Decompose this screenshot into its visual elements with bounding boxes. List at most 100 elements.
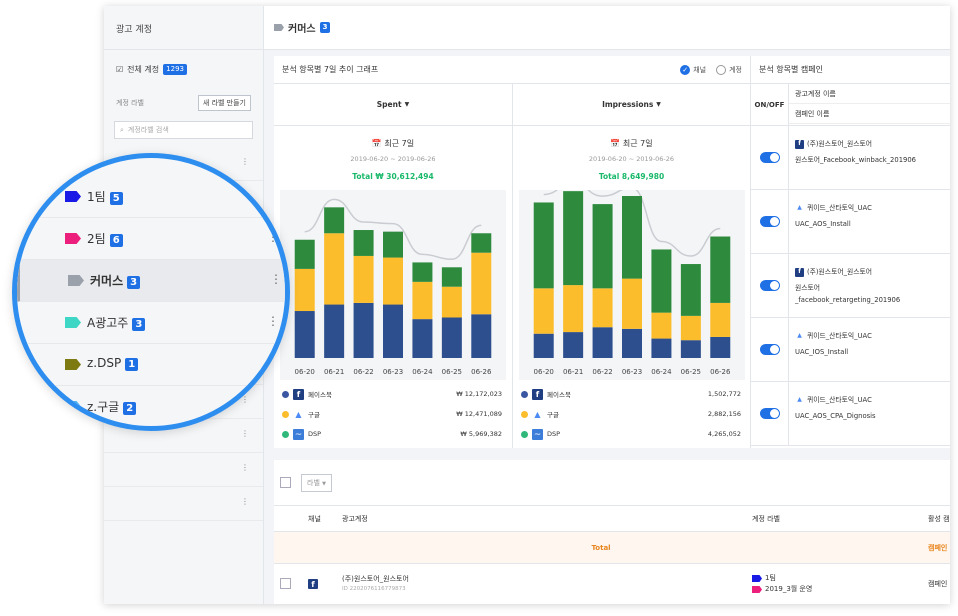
row-active: 캠페인 bbox=[928, 580, 948, 588]
x-tick-label: 06-25 bbox=[442, 368, 462, 376]
more-icon[interactable]: ⋮ bbox=[267, 230, 279, 244]
facebook-icon: f bbox=[293, 388, 304, 400]
label-item[interactable]: 커머스 3 ⋮ bbox=[17, 260, 285, 302]
account-table: 라벨 ▼ 채널 광고계정 계정 라벨 활성 캠 Total 캠페인 f (주)원… bbox=[274, 460, 950, 604]
spent-legend: f 페이스북 ₩ 12,172,023 ▲ 구글 ₩ 12,471,089 ⁓ … bbox=[280, 384, 506, 444]
label-tag-icon bbox=[65, 359, 81, 370]
more-icon[interactable]: ⋮ bbox=[241, 497, 249, 506]
total-row: Total 캠페인 bbox=[274, 532, 950, 564]
metric-dropdown[interactable]: Impressions ▼ bbox=[513, 84, 750, 126]
total-active: 캠페인 bbox=[928, 543, 948, 552]
radio-channel[interactable]: ✓ 채널 bbox=[680, 64, 706, 75]
label-text: z.구글 bbox=[87, 400, 120, 414]
label-count: 5 bbox=[109, 192, 123, 205]
new-label-button[interactable]: 새 라벨 만들기 bbox=[197, 95, 251, 111]
caret-down-icon: ▼ bbox=[404, 101, 410, 108]
metric-dropdown[interactable]: Spent ▼ bbox=[274, 84, 512, 126]
col-label: 계정 라벨 bbox=[752, 514, 780, 523]
more-icon[interactable]: ⋮ bbox=[241, 463, 249, 472]
trend-graph-panel: 분석 항목별 7일 추이 그래프 ✓ 채널 계정 Spent ▼ 📅 최근 7일… bbox=[274, 56, 750, 448]
col-active: 활성 캠 bbox=[928, 514, 950, 523]
bar-segment bbox=[324, 304, 345, 358]
label-item[interactable]: 2팀 6 ⋮ bbox=[17, 218, 285, 260]
campaign-name[interactable]: UAC_AOS_Install bbox=[795, 220, 851, 228]
campaign-panel: 분석 항목별 캠페인 ON/OFF 광고계정 이름 캠페인 이름 f (주)원스토… bbox=[750, 56, 950, 448]
label-item[interactable]: ⋮ bbox=[104, 487, 263, 521]
page-title-count: 3 bbox=[319, 22, 331, 33]
campaign-toggle[interactable] bbox=[759, 152, 780, 163]
more-icon[interactable]: ⋮ bbox=[267, 398, 279, 412]
campaign-toggle[interactable] bbox=[759, 280, 780, 291]
label-tag-icon bbox=[752, 586, 762, 593]
more-icon[interactable]: ⋮ bbox=[241, 157, 249, 166]
bar-segment bbox=[710, 236, 731, 303]
more-icon[interactable]: ⋮ bbox=[267, 314, 279, 328]
row-account-id: ID 2202076116779873 bbox=[342, 586, 406, 592]
x-tick-label: 06-21 bbox=[563, 368, 583, 376]
bar-segment bbox=[710, 336, 731, 358]
label-search-placeholder: 계정라벨 검색 bbox=[127, 126, 169, 134]
label-search-input[interactable]: ⌕ 계정라벨 검색 bbox=[114, 121, 253, 139]
x-tick-label: 06-23 bbox=[383, 368, 403, 376]
label-tag-icon bbox=[65, 233, 81, 244]
period-selector[interactable]: 📅 최근 7일 bbox=[274, 138, 512, 149]
all-accounts-label: 전체 계정 bbox=[127, 65, 160, 74]
graph-panel-title: 분석 항목별 7일 추이 그래프 bbox=[282, 65, 379, 74]
x-tick-label: 06-22 bbox=[353, 368, 373, 376]
x-tick-label: 06-20 bbox=[534, 368, 554, 376]
app-window: 광고 계정 ☑ 전체 계정 1293 계정 라벨 새 라벨 만들기 ⌕ 계정라벨… bbox=[104, 6, 950, 604]
label-item[interactable]: z.구글 2 ⋮ bbox=[17, 386, 285, 426]
select-all-checkbox[interactable] bbox=[280, 477, 291, 488]
bar-segment bbox=[592, 288, 613, 328]
total-label: Total bbox=[591, 543, 611, 552]
campaign-name[interactable]: UAC_AOS_CPA_Dignosis bbox=[795, 412, 876, 420]
row-checkbox[interactable] bbox=[280, 577, 291, 589]
google-ads-icon: ▲ bbox=[295, 409, 302, 419]
label-item[interactable]: 1팀 5 ⋮ bbox=[17, 176, 285, 218]
radio-account[interactable]: 계정 bbox=[716, 64, 742, 75]
more-icon[interactable]: ⋮ bbox=[267, 356, 279, 370]
campaign-toggle[interactable] bbox=[759, 408, 780, 419]
campaign-toggle[interactable] bbox=[759, 344, 780, 355]
more-icon[interactable]: ⋮ bbox=[270, 272, 282, 286]
col-account: 광고계정 bbox=[342, 514, 368, 523]
bar-segment bbox=[441, 286, 462, 318]
more-icon[interactable]: ⋮ bbox=[241, 395, 249, 404]
legend-row: ▲ 구글 2,882,156 bbox=[519, 404, 745, 424]
label-name: A광고주 3 bbox=[87, 314, 146, 331]
campaign-toggle[interactable] bbox=[759, 216, 780, 227]
legend-name: 구글 bbox=[547, 411, 559, 419]
account-header: 광고계정 이름 bbox=[789, 84, 950, 104]
row-account-name[interactable]: (주)원스토어_원스토어 bbox=[342, 575, 409, 583]
x-tick-label: 06-24 bbox=[412, 368, 433, 376]
all-accounts-item[interactable]: ☑ 전체 계정 1293 bbox=[104, 50, 263, 85]
more-icon[interactable]: ⋮ bbox=[267, 188, 279, 202]
label-count: 3 bbox=[132, 318, 146, 331]
bar-segment bbox=[533, 288, 554, 334]
campaign-row: ▲ 퀴이드_산타토익_UAC UAC_AOS_CPA_Dignosis bbox=[751, 382, 950, 446]
campaign-name[interactable]: UAC_IOS_Install bbox=[795, 348, 849, 356]
bar-segment bbox=[353, 302, 374, 358]
campaign-account: (주)원스토어_원스토어 bbox=[807, 268, 872, 276]
x-tick-label: 06-26 bbox=[710, 368, 731, 376]
legend-dot bbox=[282, 390, 289, 398]
period-selector[interactable]: 📅 최근 7일 bbox=[513, 138, 750, 149]
bar-segment bbox=[563, 191, 584, 286]
calendar-icon: 📅 bbox=[610, 139, 621, 148]
label-dropdown[interactable]: 라벨 ▼ bbox=[301, 473, 332, 492]
campaign-name[interactable]: 원스토어 _facebook_retargeting_201906 bbox=[795, 284, 901, 304]
label-item[interactable]: ⋮ bbox=[104, 419, 263, 453]
campaign-name[interactable]: 원스토어_Facebook_winback_201906 bbox=[795, 156, 916, 164]
label-item[interactable]: ⋮ bbox=[104, 453, 263, 487]
more-icon[interactable]: ⋮ bbox=[241, 429, 249, 438]
table-row[interactable]: f (주)원스토어_원스토어 ID 2202076116779873 1팀 20… bbox=[274, 564, 950, 604]
label-item[interactable]: A광고주 3 ⋮ bbox=[17, 302, 285, 344]
date-range: 2019-06-20 ~ 2019-06-26 bbox=[588, 155, 675, 163]
label-item[interactable]: z.DSP 1 ⋮ bbox=[17, 344, 285, 386]
bar-segment bbox=[471, 314, 492, 358]
google-ads-icon: ▲ bbox=[797, 204, 802, 211]
label-count: 2 bbox=[123, 402, 137, 415]
date-range: 2019-06-20 ~ 2019-06-26 bbox=[350, 155, 436, 163]
bar-segment bbox=[324, 233, 345, 305]
bar-segment bbox=[651, 338, 672, 358]
